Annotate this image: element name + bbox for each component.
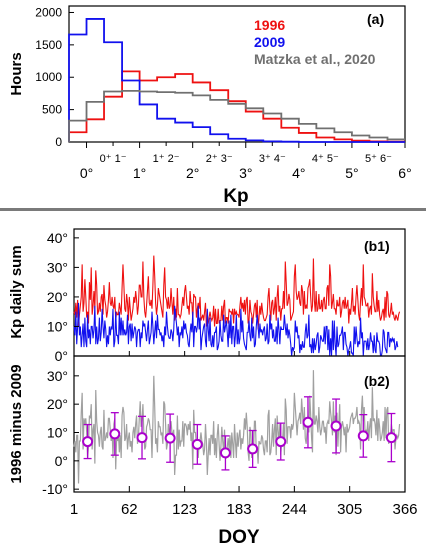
a-ytick-label: 2000 [35, 5, 62, 19]
panel-b2-difference: -10° 0° 10° 20° 30° 1 62 123 183 244 305 366 (b2) 1… [8, 355, 418, 548]
b2-mean-marker [385, 432, 397, 444]
b2-ytick-label: -10° [42, 481, 68, 497]
b2-monthly-mean [357, 413, 369, 458]
b2-ytick-label: 10° [47, 425, 68, 441]
b2-monthly-mean [82, 423, 94, 460]
panel-b2-ylabel: 1996 minus 2009 [8, 364, 25, 483]
a-xtick-label: 4° [292, 165, 305, 181]
panel-a-axes: 0 500 1000 1500 2000 0° 1° 2° 3° 4° 5° 6° 0⁺ 1⁻ 1⁺ 2⁻… [35, 5, 411, 181]
a-series-0 [68, 70, 405, 143]
a-xtick-minor-label: 5⁺ 6⁻ [365, 153, 392, 165]
b2-xtick-label: 123 [172, 501, 197, 518]
panel-a-frame [68, 5, 406, 143]
panel-a-histogram: 0 500 1000 1500 2000 0° 1° 2° 3° 4° 5° 6° 0⁺ 1⁻ 1⁺ 2⁻… [8, 5, 412, 207]
b2-monthly-mean [219, 435, 231, 471]
panel-b2-axes: -10° 0° 10° 20° 30° 1 62 123 183 244 305 366 [42, 368, 417, 518]
a-xtick-minor-label: 4⁺ 5⁻ [312, 153, 339, 165]
panel-b1-daily-sum: 0° 10° 20° 30° 40° (b1) Kp daily sum [8, 228, 406, 364]
panel-b1-ylabel: Kp daily sum [8, 245, 25, 338]
b2-ytick-label: 0° [55, 453, 68, 469]
b2-mean-marker [109, 428, 121, 440]
b2-mean-marker [219, 447, 231, 459]
b2-monthly-mean [164, 413, 176, 463]
a-xtick-label: 6° [398, 165, 411, 181]
b2-mean-marker [82, 436, 94, 448]
panel-b2-xlabel: DOY [218, 527, 260, 548]
b2-mean-marker [191, 438, 203, 450]
b2-monthly-mean [247, 429, 259, 469]
a-xtick-label: 0° [80, 165, 93, 181]
b1-ytick-label: 40° [47, 230, 68, 246]
panel-b2-series [73, 370, 401, 484]
a-xtick-minor-label: 3⁺ 4⁻ [259, 153, 286, 165]
b2-mean-marker [164, 432, 176, 444]
b2-mean-marker [330, 420, 342, 432]
panel-a-ylabel: Hours [8, 52, 25, 95]
a-series-2 [68, 89, 405, 142]
b2-xtick-label: 62 [121, 501, 138, 518]
panel-separator [0, 208, 426, 211]
b2-xtick-label: 1 [70, 501, 78, 518]
b2-ytick-label: 30° [47, 368, 68, 384]
b2-monthly-mean [385, 412, 397, 463]
b2-monthly-mean [330, 398, 342, 454]
b1-ytick-label: 0° [55, 348, 68, 364]
b2-mean-marker [302, 416, 314, 428]
b2-difference-line [73, 370, 401, 484]
b2-xtick-label: 366 [392, 501, 417, 518]
a-xtick-minor-label: 2⁺ 3⁻ [206, 153, 233, 165]
a-series-1 [68, 18, 405, 143]
panel-a-xlabel: Kp [223, 186, 248, 207]
b1-series-0 [73, 255, 401, 330]
b2-xtick-label: 305 [337, 501, 362, 518]
a-ytick-label: 1500 [35, 38, 62, 52]
b2-mean-marker [136, 432, 148, 444]
panel-b1-series [73, 255, 401, 357]
b1-ytick-label: 20° [47, 289, 68, 305]
a-xtick-minor-label: 0⁺ 1⁻ [100, 153, 127, 165]
panel-a-label: (a) [367, 11, 384, 27]
a-xtick-label: 5° [345, 165, 358, 181]
a-xtick-label: 1° [133, 165, 146, 181]
b2-monthly-mean [302, 396, 314, 449]
b2-xtick-label: 244 [282, 501, 307, 518]
b1-ytick-label: 10° [47, 318, 68, 334]
b2-monthly-mean [136, 415, 148, 460]
b1-ytick-label: 30° [47, 259, 68, 275]
a-ytick-label: 0 [55, 135, 62, 149]
b1-series-1 [73, 302, 399, 357]
legend-2009: 2009 [254, 34, 285, 50]
legend-matzka: Matzka et al., 2020 [254, 51, 376, 67]
b2-ytick-label: 20° [47, 396, 68, 412]
a-xtick-label: 2° [186, 165, 199, 181]
b2-monthly-mean [109, 412, 121, 456]
legend-1996: 1996 [254, 17, 285, 33]
panel-b1-label: (b1) [364, 238, 390, 254]
panel-a-series [68, 18, 405, 143]
b2-mean-marker [275, 436, 287, 448]
b2-mean-marker [247, 443, 259, 455]
panel-b1-axes: 0° 10° 20° 30° 40° [47, 230, 406, 364]
a-ytick-label: 1000 [35, 70, 62, 84]
a-xtick-label: 3° [239, 165, 252, 181]
b2-monthly-mean [275, 422, 287, 461]
b2-xtick-label: 183 [227, 501, 252, 518]
panel-b2-label: (b2) [364, 373, 390, 389]
b2-mean-marker [357, 430, 369, 442]
b2-monthly-mean [191, 423, 203, 465]
a-xtick-minor-label: 1⁺ 2⁻ [153, 153, 180, 165]
a-ytick-label: 500 [42, 103, 62, 117]
